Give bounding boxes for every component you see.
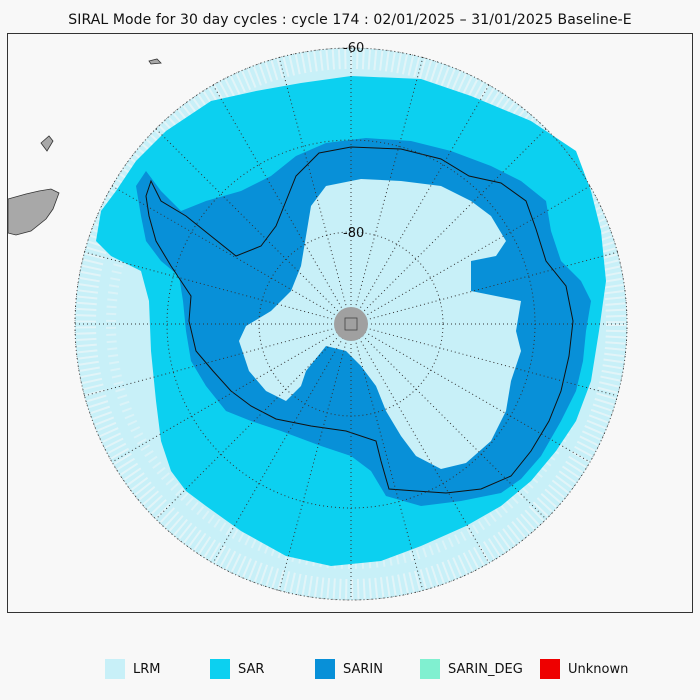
legend-label: SARIN_DEG [448,661,523,677]
legend: LRM SAR SARIN SARIN_DEG Unknown [0,659,700,681]
legend-item-sarin: SARIN [315,659,383,679]
island [40,135,54,152]
latitude-label-60: -60 [343,41,364,56]
legend-label: Unknown [568,661,629,677]
legend-swatch [540,659,560,679]
latitude-label-80: -80 [343,226,364,241]
antarctica-coastline [145,146,574,494]
legend-item-lrm: LRM [105,659,161,679]
polar-map: -60 -80 [8,41,628,601]
legend-swatch [420,659,440,679]
south-america-landmass [8,188,60,236]
map-frame: -60 -80 [7,33,693,613]
pole-marker [344,317,358,331]
map-title: SIRAL Mode for 30 day cycles : cycle 174… [68,12,632,28]
legend-swatch [105,659,125,679]
legend-label: LRM [133,661,161,677]
island-small [148,58,162,65]
legend-item-sarin-deg: SARIN_DEG [420,659,523,679]
legend-label: SAR [238,661,265,677]
legend-item-unknown: Unknown [540,659,628,679]
legend-item-sar: SAR [210,659,264,679]
legend-swatch [315,659,335,679]
legend-label: SARIN [343,661,383,677]
legend-swatch [210,659,230,679]
map-boundary [74,47,628,601]
pole-hole [334,307,368,341]
